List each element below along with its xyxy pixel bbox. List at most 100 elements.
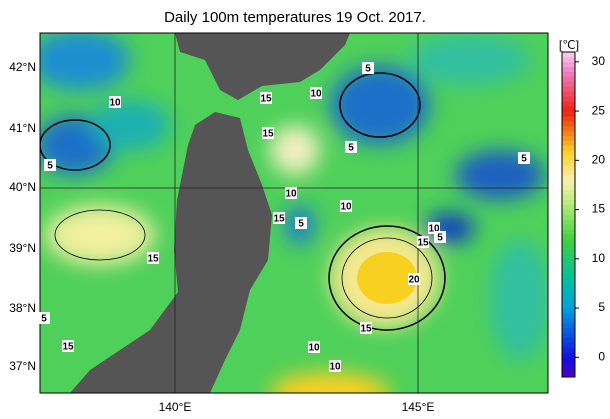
colorbar-cell xyxy=(562,184,575,191)
contour-label-bg xyxy=(362,62,374,74)
colorbar-cell xyxy=(562,327,575,333)
contour-label-bg xyxy=(147,252,159,264)
colorbar-cell xyxy=(562,86,575,92)
contour-label: 10 xyxy=(428,224,440,235)
contour-label: 15 xyxy=(260,94,272,105)
colorbar-tick-label: 5 xyxy=(598,300,605,314)
colorbar-cell xyxy=(562,194,575,201)
colorbar-unit: [℃] xyxy=(559,38,579,52)
contour-label-bg xyxy=(329,360,341,372)
contour-label-bg xyxy=(308,341,320,353)
contour-label: 5 xyxy=(521,154,527,165)
colorbar-cell xyxy=(562,81,575,87)
contour-label: 10 xyxy=(329,362,341,373)
colorbar-cell xyxy=(562,96,575,102)
colorbar-cell xyxy=(562,312,575,319)
colorbar-frame xyxy=(561,51,576,378)
colorbar-cell xyxy=(562,130,575,137)
colorbar-cell xyxy=(562,297,575,304)
colorbar-cell xyxy=(562,243,575,250)
contour-label-bg xyxy=(285,187,297,199)
contour-label: 15 xyxy=(273,214,285,225)
contour-label-bg xyxy=(310,87,322,99)
colorbar-cell xyxy=(562,248,575,255)
contour-label: 10 xyxy=(308,343,320,354)
colorbar-cell xyxy=(562,76,575,82)
colorbar-cell xyxy=(562,302,575,309)
contour-label: 5 xyxy=(298,219,304,230)
colorbar-cell xyxy=(562,199,575,205)
colorbar-tick-label: 20 xyxy=(592,153,606,167)
contour-label: 5 xyxy=(47,161,53,172)
contour-label: 10 xyxy=(109,98,121,109)
colorbar-cell xyxy=(562,337,575,343)
contour-label-bg xyxy=(273,212,285,224)
colorbar-cell xyxy=(562,263,575,269)
colorbar-cell xyxy=(562,110,575,117)
contour-label-bg xyxy=(44,159,56,171)
contour-label: 20 xyxy=(408,275,420,286)
colorbar-cell xyxy=(562,91,575,97)
colorbar-cell xyxy=(562,169,575,176)
colorbar-cell xyxy=(562,253,575,260)
colorbar-tick-label: 0 xyxy=(598,349,605,363)
contour-label-bg xyxy=(295,217,307,229)
colorbar-cell xyxy=(562,174,575,181)
colorbar-cell xyxy=(562,179,575,186)
lat-label: 38°N xyxy=(9,301,36,315)
colorbar-cell xyxy=(562,233,575,240)
colorbar-cell xyxy=(562,288,575,294)
colorbar-cell xyxy=(562,371,575,378)
colorbar-tick-label: 15 xyxy=(592,202,606,216)
lat-label: 42°N xyxy=(9,60,36,74)
colorbar-cell xyxy=(562,317,575,324)
contour-label: 15 xyxy=(360,324,372,335)
contour-label-bg xyxy=(260,92,272,104)
colorbar-cell xyxy=(562,115,575,122)
contour-label-bg xyxy=(109,96,121,108)
contour-label-bg xyxy=(518,152,530,164)
colorbar-cell xyxy=(562,145,575,151)
colorbar-cell xyxy=(562,307,575,314)
colorbar-cell xyxy=(562,332,575,338)
colorbar-cell xyxy=(562,214,575,220)
colorbar-cell xyxy=(562,361,575,368)
colorbar-cell xyxy=(562,224,575,230)
colorbar-cell xyxy=(562,268,575,274)
contour-label-bg xyxy=(408,273,420,285)
contour-label: 5 xyxy=(41,314,47,325)
map xyxy=(40,33,548,393)
contour-label: 15 xyxy=(147,254,159,265)
colorbar-cell xyxy=(562,352,575,358)
contour-label-bg xyxy=(262,127,274,139)
colorbar-cell xyxy=(562,56,575,63)
contour-label-bg xyxy=(340,200,352,212)
colorbar-cell xyxy=(562,347,575,353)
colorbar-cell xyxy=(562,164,575,171)
colorbar-cell xyxy=(562,278,575,284)
colorbar-cell xyxy=(562,140,575,146)
contour-label: 10 xyxy=(310,89,322,100)
contour-label: 10 xyxy=(285,189,297,200)
colorbar-cell xyxy=(562,322,575,329)
colorbar-cell xyxy=(562,209,575,215)
contour-label-bg xyxy=(434,231,446,243)
colorbar-tick-label: 30 xyxy=(592,54,606,68)
lat-label: 37°N xyxy=(9,359,36,373)
contour-label: 5 xyxy=(437,233,443,244)
lat-label: 40°N xyxy=(9,180,36,194)
contour-label-bg xyxy=(345,141,357,153)
colorbar-tick-label: 10 xyxy=(592,251,606,265)
colorbar-cell xyxy=(562,150,575,156)
colorbar-cell xyxy=(562,204,575,210)
contour-label: 10 xyxy=(340,202,352,213)
contour-label-bg xyxy=(38,312,50,324)
colorbar-cell xyxy=(562,160,575,166)
lat-label: 41°N xyxy=(9,121,36,135)
colorbar-cell xyxy=(562,120,575,127)
contour-label: 15 xyxy=(262,129,274,140)
colorbar-cell xyxy=(562,100,575,107)
colorbar-cell xyxy=(562,283,575,289)
contour-label: 15 xyxy=(417,238,429,249)
